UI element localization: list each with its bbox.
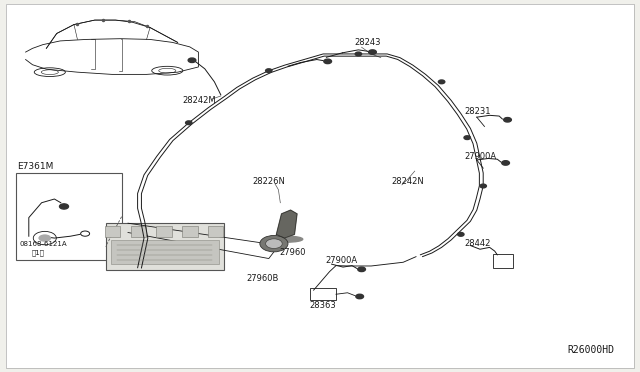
Text: 27900A: 27900A — [325, 256, 357, 265]
Circle shape — [438, 80, 445, 84]
Bar — [208, 226, 223, 237]
Circle shape — [188, 58, 196, 62]
Text: 28231: 28231 — [464, 107, 490, 116]
Text: 08168-6121A: 08168-6121A — [19, 241, 67, 247]
Bar — [16, 173, 122, 260]
Circle shape — [356, 294, 364, 299]
Circle shape — [260, 235, 288, 252]
Bar — [106, 223, 224, 270]
Circle shape — [355, 52, 362, 56]
Bar — [182, 226, 198, 237]
Circle shape — [358, 267, 365, 272]
Circle shape — [186, 121, 192, 125]
Circle shape — [60, 204, 68, 209]
Text: 27960: 27960 — [280, 248, 306, 257]
Bar — [156, 226, 172, 237]
Circle shape — [38, 234, 51, 242]
Text: R26000HD: R26000HD — [568, 345, 614, 355]
Circle shape — [480, 184, 486, 188]
Circle shape — [369, 50, 376, 54]
Text: 28242N: 28242N — [392, 177, 424, 186]
Text: 28442: 28442 — [465, 239, 491, 248]
Circle shape — [266, 239, 282, 248]
Text: E7361M: E7361M — [17, 162, 54, 171]
Text: （1）: （1） — [32, 250, 45, 256]
Polygon shape — [276, 210, 297, 238]
Circle shape — [464, 136, 470, 140]
Circle shape — [502, 161, 509, 165]
Ellipse shape — [271, 236, 303, 242]
Text: 27960B: 27960B — [246, 274, 279, 283]
Text: 28226N: 28226N — [253, 177, 285, 186]
Text: 28363: 28363 — [310, 301, 337, 310]
Bar — [310, 288, 336, 300]
Bar — [111, 240, 219, 264]
Circle shape — [458, 232, 464, 236]
Text: 28243: 28243 — [354, 38, 380, 47]
Bar — [105, 226, 120, 237]
Text: 28242M: 28242M — [182, 96, 216, 105]
Circle shape — [324, 59, 332, 64]
Bar — [131, 226, 146, 237]
Circle shape — [266, 69, 272, 73]
Text: 27900A: 27900A — [464, 152, 496, 161]
Circle shape — [504, 118, 511, 122]
Bar — [493, 254, 513, 268]
